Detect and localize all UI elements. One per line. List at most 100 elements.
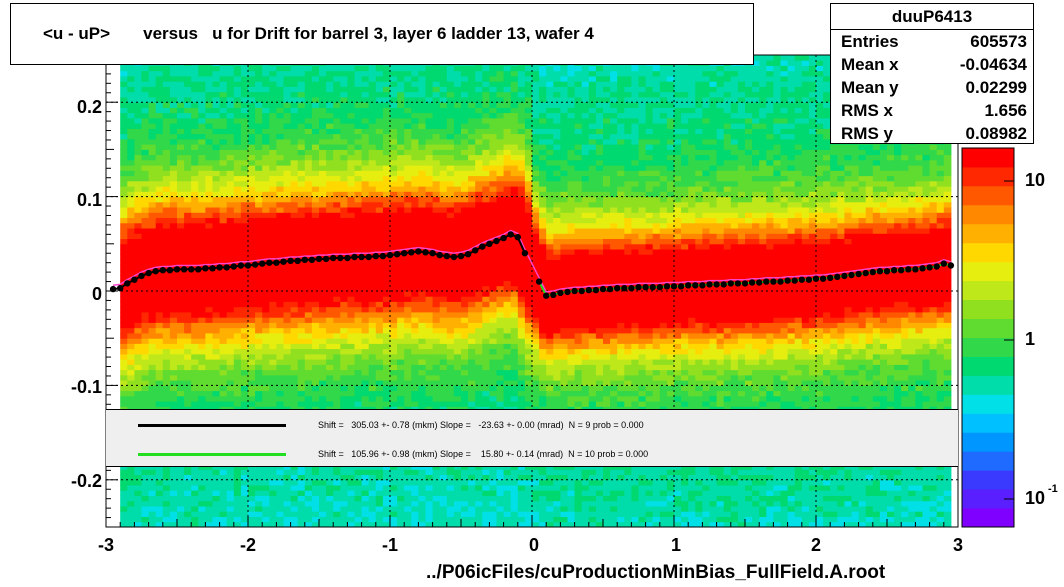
heatmap-cell xyxy=(340,65,348,72)
heatmap-cell xyxy=(226,270,235,276)
heatmap-cell xyxy=(240,133,249,140)
heatmap-cell xyxy=(248,343,256,350)
heatmap-cell xyxy=(468,102,476,108)
heatmap-cell xyxy=(155,275,164,281)
heatmap-cell xyxy=(475,479,483,486)
heatmap-cell xyxy=(340,81,348,87)
heatmap-cell xyxy=(262,243,270,250)
heatmap-cell xyxy=(503,81,512,87)
heatmap-cell xyxy=(496,180,505,187)
heatmap-cell xyxy=(468,107,476,114)
heatmap-cell xyxy=(162,238,171,245)
heatmap-cell xyxy=(453,102,462,108)
heatmap-cell xyxy=(262,474,270,481)
heatmap-cell xyxy=(411,369,419,376)
heatmap-cell xyxy=(141,469,150,475)
heatmap-cell xyxy=(198,506,206,512)
heatmap-cell xyxy=(340,180,348,187)
heatmap-cell xyxy=(382,495,391,502)
heatmap-cell xyxy=(162,207,171,213)
heatmap-cell xyxy=(127,207,135,213)
heatmap-cell xyxy=(233,359,242,365)
heatmap-cell xyxy=(148,238,157,245)
heatmap-cell xyxy=(290,322,299,329)
heatmap-cell xyxy=(496,65,505,72)
heatmap-cell xyxy=(269,65,277,72)
heatmap-cell xyxy=(255,401,263,407)
heatmap-cell xyxy=(382,102,391,108)
heatmap-cell xyxy=(212,249,221,255)
heatmap-cell xyxy=(205,112,213,119)
heatmap-cell xyxy=(226,186,235,192)
heatmap-cell xyxy=(347,222,355,229)
heatmap-cell xyxy=(283,500,292,507)
heatmap-cell xyxy=(240,217,249,224)
heatmap-cell xyxy=(496,490,505,496)
heatmap-cell xyxy=(404,385,412,392)
heatmap-cell xyxy=(127,144,135,150)
heatmap-cell xyxy=(475,154,483,161)
heatmap-cell xyxy=(290,159,299,166)
heatmap-cell xyxy=(432,280,441,287)
heatmap-cell xyxy=(283,243,292,250)
heatmap-cell xyxy=(489,186,497,192)
heatmap-cell xyxy=(475,385,483,392)
heatmap-cell xyxy=(269,312,277,318)
heatmap-cell xyxy=(468,117,476,124)
heatmap-cell xyxy=(482,285,490,292)
heatmap-cell xyxy=(297,306,306,313)
heatmap-cell xyxy=(468,296,476,302)
heatmap-cell xyxy=(311,222,320,229)
heatmap-cell xyxy=(262,385,270,392)
heatmap-cell xyxy=(162,516,171,523)
heatmap-cell xyxy=(432,243,441,250)
heatmap-cell xyxy=(390,123,398,129)
heatmap-cell xyxy=(262,254,270,260)
heatmap-cell xyxy=(347,285,355,292)
heatmap-cell xyxy=(141,301,150,308)
heatmap-cell xyxy=(191,474,199,481)
heatmap-cell xyxy=(283,516,292,523)
heatmap-cell xyxy=(439,469,448,475)
heatmap-cell xyxy=(219,70,228,77)
heatmap-cell xyxy=(162,243,171,250)
heatmap-cell xyxy=(404,144,412,150)
heatmap-cell xyxy=(461,364,469,371)
heatmap-cell xyxy=(425,500,434,507)
heatmap-cell xyxy=(304,511,313,517)
heatmap-cell xyxy=(368,196,377,203)
heatmap-cell xyxy=(297,285,306,292)
heatmap-cell xyxy=(120,280,128,287)
heatmap-cell xyxy=(248,191,256,198)
heatmap-cell xyxy=(489,306,497,313)
heatmap-cell xyxy=(404,364,412,371)
heatmap-cell xyxy=(240,369,249,376)
heatmap-cell xyxy=(439,374,448,381)
heatmap-cell xyxy=(269,374,277,381)
heatmap-cell xyxy=(404,506,412,512)
heatmap-cell xyxy=(148,395,157,402)
heatmap-cell xyxy=(418,390,426,397)
heatmap-cell xyxy=(304,102,313,108)
heatmap-cell xyxy=(503,107,512,114)
heatmap-cell xyxy=(489,170,497,177)
heatmap-cell xyxy=(496,500,505,507)
heatmap-cell xyxy=(503,264,512,271)
heatmap-cell xyxy=(418,511,426,517)
heatmap-cell xyxy=(240,249,249,255)
heatmap-cell xyxy=(269,348,277,355)
heatmap-cell xyxy=(347,233,355,239)
heatmap-cell xyxy=(425,485,434,491)
heatmap-cell xyxy=(191,222,199,229)
heatmap-cell xyxy=(326,401,334,407)
heatmap-cell xyxy=(233,401,242,407)
heatmap-cell xyxy=(461,243,469,250)
heatmap-cell xyxy=(269,196,277,203)
heatmap-cell xyxy=(411,117,419,124)
heatmap-cell xyxy=(319,500,327,507)
heatmap-cell xyxy=(233,374,242,381)
heatmap-cell xyxy=(297,500,306,507)
heatmap-cell xyxy=(262,165,270,171)
heatmap-cell xyxy=(198,322,206,329)
heatmap-cell xyxy=(127,217,135,224)
